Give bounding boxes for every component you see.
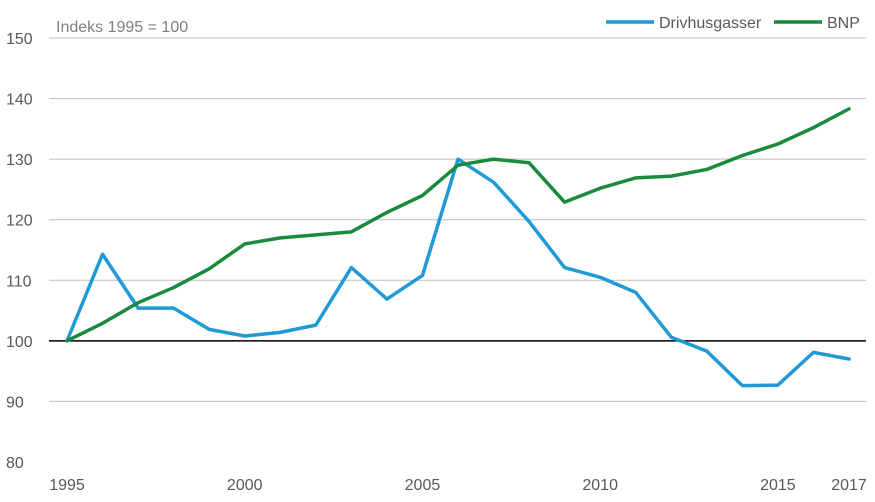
x-tick-label: 1995 [49,477,85,494]
x-tick-label: 2017 [831,477,867,494]
legend: Drivhusgasser BNP [606,15,860,32]
legend-item: Drivhusgasser [606,15,762,32]
series-lines [65,107,851,388]
y-tick-label: 140 [6,92,33,109]
series-bnp [65,107,851,343]
series-line [65,157,851,388]
x-tick-label: 2010 [582,477,618,494]
x-tick-label: 2005 [405,477,441,494]
y-tick-label: 120 [6,213,33,230]
grid-lines [49,37,866,402]
x-tick-label: 2015 [760,477,796,494]
unit-label: Indeks 1995 = 100 [56,19,188,36]
x-tick-label: 2000 [227,477,263,494]
y-tick-label: 150 [6,31,33,48]
legend-item: BNP [774,15,860,32]
y-tick-label: 130 [6,152,33,169]
y-tick-label: 100 [6,334,33,351]
series-drivhusgasser [65,157,851,388]
y-axis-tick-labels: 80 90 100 110 120 130 140 150 [6,31,33,472]
y-tick-label: 80 [6,455,24,472]
legend-label: Drivhusgasser [659,15,762,32]
series-line [65,107,851,343]
x-axis-tick-labels: 1995 2000 2005 2010 2015 2017 [49,477,867,494]
y-tick-label: 90 [6,394,24,411]
legend-label: BNP [827,15,860,32]
y-tick-label: 110 [6,273,32,290]
